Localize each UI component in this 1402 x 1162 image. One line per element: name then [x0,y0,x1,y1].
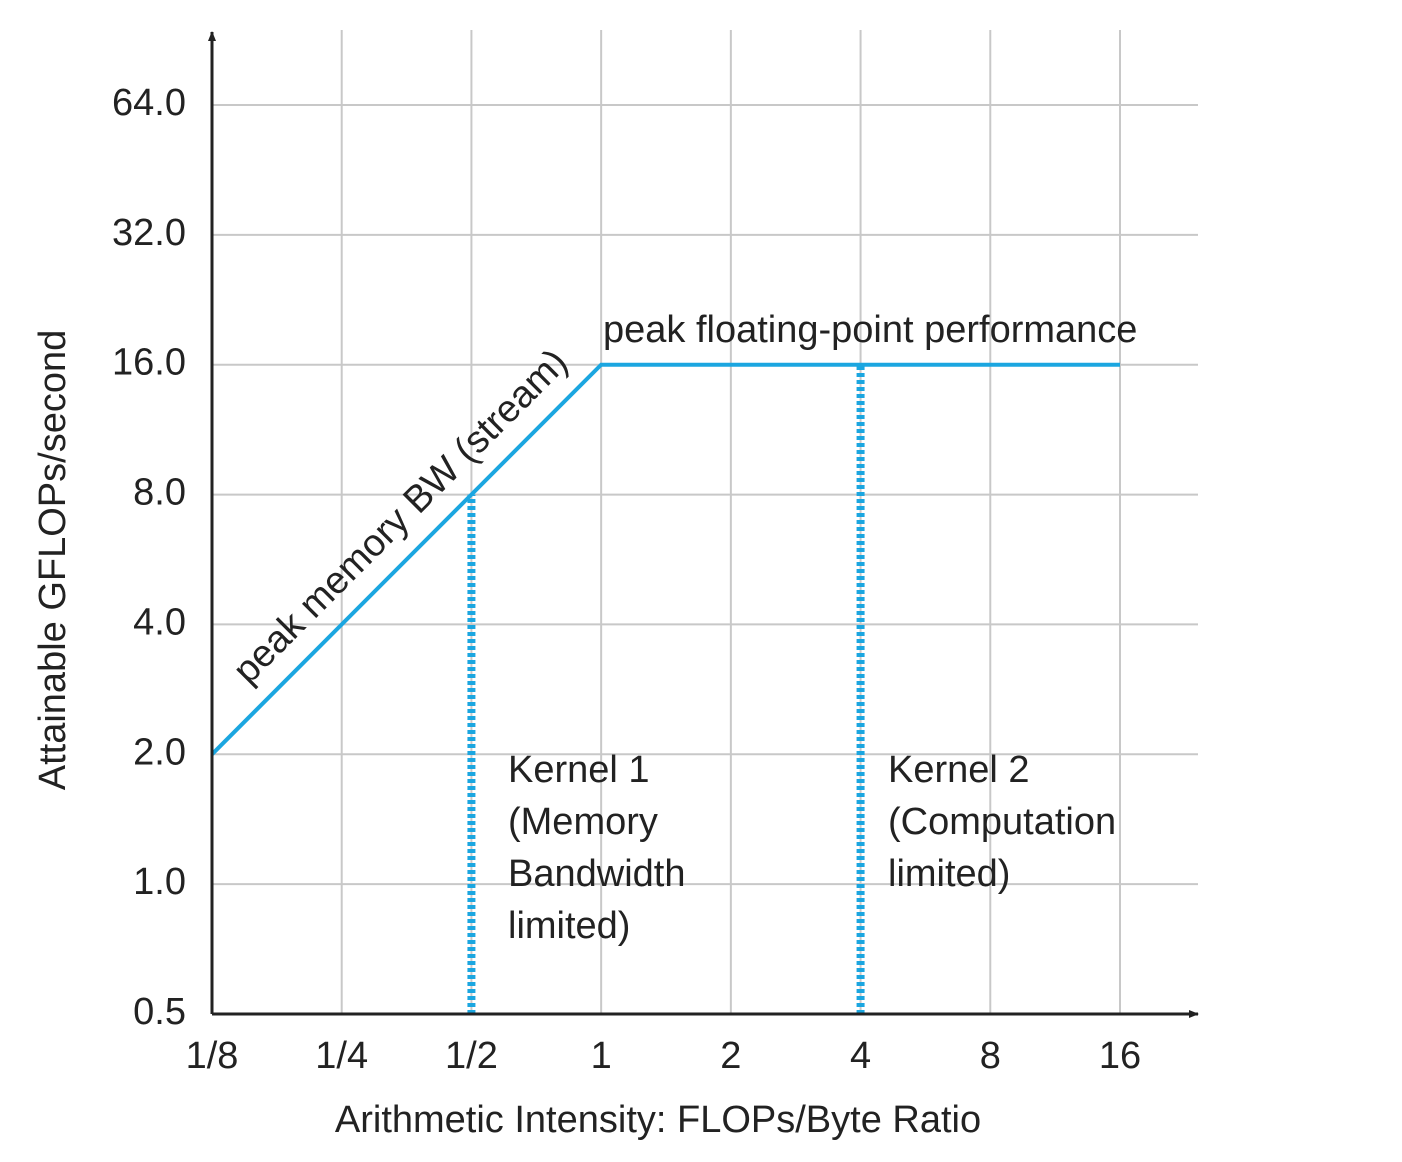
annotation: (Memory [508,801,658,843]
y-tick-label: 16.0 [112,342,186,384]
annotation: limited) [508,905,630,947]
annotation: Bandwidth [508,853,685,895]
y-tick-label: 64.0 [112,82,186,124]
y-axis-label: Attainable GFLOPs/second [32,330,74,790]
x-tick-label: 16 [1099,1035,1141,1077]
x-tick-label: 8 [980,1035,1001,1077]
annotation: Kernel 2 [888,749,1030,791]
x-tick-label: 1/2 [445,1035,498,1077]
y-tick-label: 32.0 [112,212,186,254]
series-line [210,362,1120,756]
x-tick-label: 1/4 [315,1035,368,1077]
annotation: limited) [888,853,1010,895]
annotation: (Computation [888,801,1116,843]
annotation: peak memory BW (stream) [225,341,576,692]
y-tick-label: 8.0 [133,472,186,514]
grid [212,30,1198,1014]
x-tick-label: 1 [591,1035,612,1077]
y-tick-label: 0.5 [133,991,186,1033]
y-tick-label: 1.0 [133,861,186,903]
annotation: peak floating-point performance [603,309,1137,351]
x-tick-label: 2 [720,1035,741,1077]
x-tick-label: 1/8 [186,1035,239,1077]
y-tick-label: 4.0 [133,601,186,643]
annotation: Kernel 1 [508,749,650,791]
x-axis-label: Arithmetic Intensity: FLOPs/Byte Ratio [335,1099,981,1141]
y-tick-label: 2.0 [133,731,186,773]
plot [210,362,1120,1014]
x-tick-label: 4 [850,1035,871,1077]
